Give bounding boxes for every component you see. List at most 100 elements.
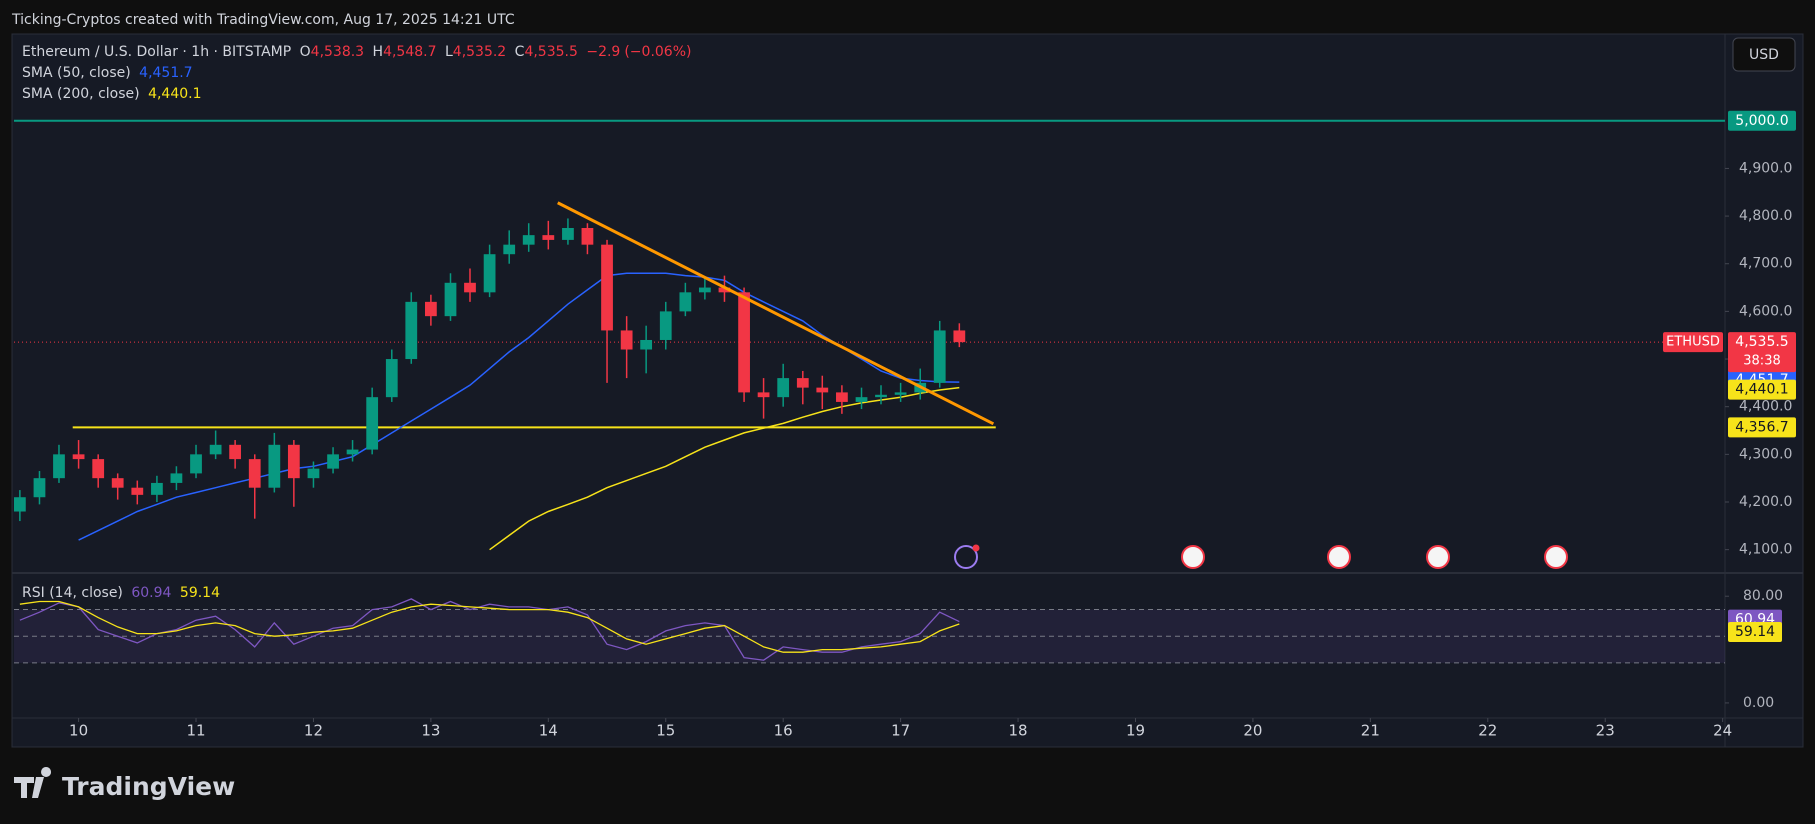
sma-badge-label: 4,440.1 (1735, 382, 1788, 398)
logo: TradingView (62, 772, 235, 801)
candle-body (72, 454, 85, 460)
candle-body (268, 444, 281, 488)
candle-body (718, 287, 731, 293)
candle-body (640, 339, 653, 350)
legend-name: SMA (50, close) (22, 65, 131, 81)
candle-body (953, 330, 966, 343)
candle-body (796, 378, 809, 388)
legend-value: 4,451.7 (139, 65, 193, 81)
x-tick-label: 19 (1126, 722, 1145, 740)
y-tick-label: 4,100.0 (1739, 542, 1792, 558)
currency-button[interactable] (1732, 37, 1796, 72)
candle-body (738, 292, 750, 393)
legend-name: SMA (200, close) (22, 86, 140, 102)
price-pane (14, 119, 1725, 551)
logo-icon (14, 767, 52, 798)
countdown: 38:38 (1743, 354, 1780, 369)
x-tick-label: 18 (1009, 722, 1028, 740)
x-tick-label: 14 (539, 722, 558, 740)
candle-body (816, 387, 829, 393)
chart-frame (11, 33, 1804, 748)
change-pct: (−0.06%) (624, 44, 692, 60)
level-label: 4,356.7 (1735, 419, 1788, 435)
candle-body (366, 397, 379, 450)
price-badge-label: 4,535.5 (1735, 334, 1788, 350)
rsi-pane (14, 598, 1725, 664)
candle-body (855, 397, 868, 402)
trendline (557, 201, 995, 426)
x-tick-label: 17 (891, 722, 910, 740)
x-tick-label: 11 (186, 722, 205, 740)
legend-name: RSI (14, close) (22, 585, 123, 601)
candle-body (151, 482, 163, 495)
candle-body (92, 459, 105, 479)
x-tick-label: 13 (421, 722, 440, 740)
legend-main: Ethereum / U.S. Dollar · 1h · BITSTAMP O… (22, 44, 695, 60)
x-tick-label: 22 (1478, 722, 1497, 740)
level-badge (1728, 417, 1796, 438)
candle-body (875, 394, 887, 398)
candle-body (581, 227, 594, 245)
ohlc-value: 4,538.3 (310, 44, 365, 60)
x-tick-label: 12 (304, 722, 323, 740)
rsi-line (19, 598, 960, 661)
candle-body (620, 330, 633, 350)
candle-body (562, 227, 574, 240)
ohlc-letter: O (299, 44, 311, 60)
candle-body (170, 473, 183, 483)
candle-body (464, 282, 476, 293)
candle-body (229, 444, 242, 460)
y-tick-label: 80.00 (1743, 588, 1783, 604)
event-dot (972, 544, 980, 552)
candle-body (836, 392, 848, 402)
flag-icon (1426, 545, 1450, 569)
symbol-title: Ethereum / U.S. Dollar · 1h · BITSTAMP (22, 44, 292, 60)
candle-body (444, 282, 457, 317)
x-tick-label: 15 (656, 722, 675, 740)
y-tick-label: 0.00 (1743, 695, 1774, 711)
y-tick-label: 4,600.0 (1739, 303, 1792, 319)
legend-value: 60.94 (131, 585, 172, 601)
y-tick-label: 4,900.0 (1739, 160, 1792, 176)
ohlc-letter: H (372, 44, 384, 60)
candle-body (425, 301, 437, 317)
x-tick-label: 24 (1713, 722, 1732, 740)
level-badge (1728, 110, 1796, 131)
y-tick-label: 4,700.0 (1739, 256, 1792, 272)
currency-label[interactable]: USD (1749, 47, 1779, 63)
legend-value: 59.14 (179, 585, 220, 601)
candle-body (111, 478, 124, 488)
legend-value: 4,440.1 (148, 86, 202, 102)
event-icon (954, 545, 978, 569)
x-tick-label: 16 (774, 722, 793, 740)
candle-body (757, 392, 770, 398)
candle-body (209, 444, 222, 455)
candle-body (385, 359, 398, 398)
y-tick-label: 4,800.0 (1739, 208, 1792, 224)
candle-body (483, 254, 496, 293)
x-tick-label: 20 (1243, 722, 1262, 740)
x-tick-label: 23 (1596, 722, 1615, 740)
candle-body (679, 292, 692, 312)
candle-body (894, 392, 907, 395)
candle-body (777, 378, 790, 398)
y-tick-label: 4,400.0 (1739, 399, 1792, 415)
events (954, 544, 1568, 569)
candle-body (327, 454, 339, 469)
candle-body (14, 497, 26, 512)
candle-body (33, 478, 46, 498)
legend-rsi: RSI (14, close) 60.94 59.14 (22, 585, 224, 601)
candle-body (307, 468, 320, 479)
candle-body (698, 287, 711, 293)
rsi-badge-label: 59.14 (1735, 624, 1775, 640)
flag-icon (1544, 545, 1568, 569)
candle-body (933, 330, 946, 383)
candle-body (287, 444, 300, 479)
ohlc-value: 4,535.5 (524, 44, 578, 60)
ohlc-value: 4,535.2 (452, 44, 507, 60)
candle-body (601, 244, 613, 331)
symbol-badge (1663, 332, 1723, 353)
candle-body (53, 454, 65, 479)
